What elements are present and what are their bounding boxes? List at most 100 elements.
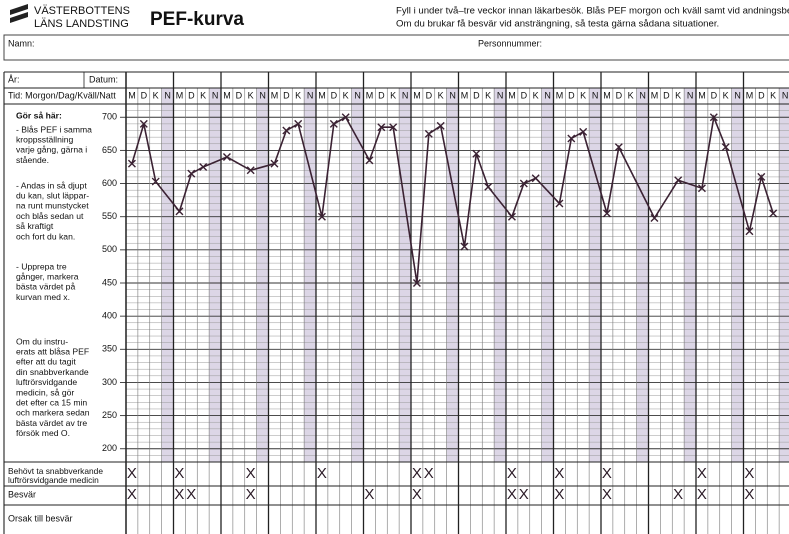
- slot-label: N: [497, 90, 504, 100]
- pef-point: [329, 119, 338, 128]
- field-label: Datum:: [89, 74, 118, 84]
- night-shade: [209, 88, 221, 462]
- slot-label: K: [485, 90, 491, 100]
- pef-point: [507, 212, 516, 221]
- slot-label: M: [746, 90, 754, 100]
- pef-point: [472, 149, 481, 158]
- guide-line: din snabbverkande: [16, 367, 89, 377]
- slot-label: N: [592, 90, 599, 100]
- pef-point: [721, 143, 730, 152]
- check-mark: X: [697, 465, 707, 482]
- slot-label: N: [639, 90, 646, 100]
- check-mark: X: [602, 465, 612, 482]
- guide-line: och blås sedan ut: [16, 211, 84, 221]
- guide-line: försök med O.: [16, 428, 70, 438]
- slot-label: M: [176, 90, 184, 100]
- night-shade: [256, 88, 269, 462]
- guide-line: kurvan med x.: [16, 292, 70, 302]
- guide-line: efter att du tagit: [16, 357, 76, 367]
- org-line: LÄNS LANDSTING: [34, 18, 129, 30]
- pef-point: [697, 184, 706, 193]
- guide-line: du kan, slut läppar-: [16, 190, 89, 200]
- slot-label: M: [413, 90, 421, 100]
- instruction-line: Fyll i under två–tre veckor innan läkarb…: [396, 6, 789, 17]
- check-mark: X: [127, 486, 137, 503]
- pef-point: [389, 123, 398, 132]
- check-mark: X: [697, 486, 707, 503]
- slot-label: D: [616, 90, 623, 100]
- check-mark: X: [174, 465, 184, 482]
- pef-point: [365, 156, 374, 165]
- slot-label: K: [675, 90, 681, 100]
- pef-point: [650, 214, 659, 223]
- pef-point: [412, 279, 421, 287]
- slot-label: K: [628, 90, 634, 100]
- slot-label: M: [461, 90, 469, 100]
- slot-label: M: [366, 90, 374, 100]
- check-mark: X: [317, 465, 327, 482]
- slot-label: N: [354, 90, 361, 100]
- night-shade: [494, 88, 506, 462]
- check-mark: X: [673, 486, 683, 503]
- guide-line: na runt munstycket: [16, 201, 89, 211]
- pef-point: [294, 119, 303, 128]
- night-shade: [779, 88, 789, 462]
- name-box: [3, 34, 789, 61]
- chart-grid: [3, 71, 789, 534]
- slot-label: K: [770, 90, 776, 100]
- pef-point: [555, 199, 564, 208]
- check-mark: X: [519, 486, 529, 503]
- night-shade: [304, 88, 316, 462]
- instruction-line: Om du brukar få besvär vid ansträngning,…: [396, 19, 719, 30]
- slot-label: D: [141, 90, 148, 100]
- night-shade: [161, 88, 174, 462]
- y-tick-label: 650: [102, 145, 117, 155]
- slot-label: D: [188, 90, 195, 100]
- slot-label: K: [438, 90, 444, 100]
- slot-label: D: [236, 90, 243, 100]
- guide-line: stående.: [16, 155, 49, 165]
- pef-point: [460, 242, 469, 251]
- slot-label: N: [259, 90, 266, 100]
- slot-label: K: [343, 90, 349, 100]
- check-mark: X: [602, 486, 612, 503]
- guide-line: och markera sedan: [16, 408, 90, 418]
- y-tick-label: 500: [102, 244, 117, 254]
- pef-point: [222, 153, 231, 162]
- slot-label: M: [556, 90, 564, 100]
- pef-point: [282, 126, 291, 135]
- night-shade: [731, 88, 744, 462]
- check-mark: X: [507, 465, 517, 482]
- pef-point: [270, 159, 279, 168]
- guide-line: - Blås PEF i samma: [16, 124, 92, 134]
- night-shade: [399, 88, 411, 462]
- field-label: Personnummer:: [478, 38, 542, 48]
- guide-heading: Gör så här:: [16, 110, 62, 120]
- pef-point: [484, 182, 493, 191]
- slot-label: N: [402, 90, 409, 100]
- slot-label: M: [223, 90, 231, 100]
- pef-point: [151, 177, 160, 186]
- y-tick-label: 250: [102, 410, 117, 420]
- guide-line: kroppsställning: [16, 134, 74, 144]
- slot-label: M: [603, 90, 611, 100]
- guide-line: varje gång, gärna i: [16, 145, 87, 155]
- check-mark: X: [554, 486, 564, 503]
- pef-point: [567, 134, 576, 143]
- pef-point: [769, 209, 778, 218]
- slot-label: D: [521, 90, 528, 100]
- slot-label: M: [128, 90, 136, 100]
- slot-label: D: [711, 90, 718, 100]
- y-tick-label: 700: [102, 112, 117, 122]
- slot-label: M: [318, 90, 326, 100]
- check-mark: X: [364, 486, 374, 503]
- pef-point: [139, 119, 148, 128]
- slot-label: D: [663, 90, 670, 100]
- night-shade: [446, 88, 459, 462]
- form-title: PEF-kurva: [150, 9, 244, 30]
- check-mark: X: [246, 465, 256, 482]
- night-shade: [684, 88, 696, 462]
- row-label: luftrörsvidgande medicin: [8, 475, 99, 485]
- logo: [10, 4, 28, 23]
- slot-label: D: [378, 90, 385, 100]
